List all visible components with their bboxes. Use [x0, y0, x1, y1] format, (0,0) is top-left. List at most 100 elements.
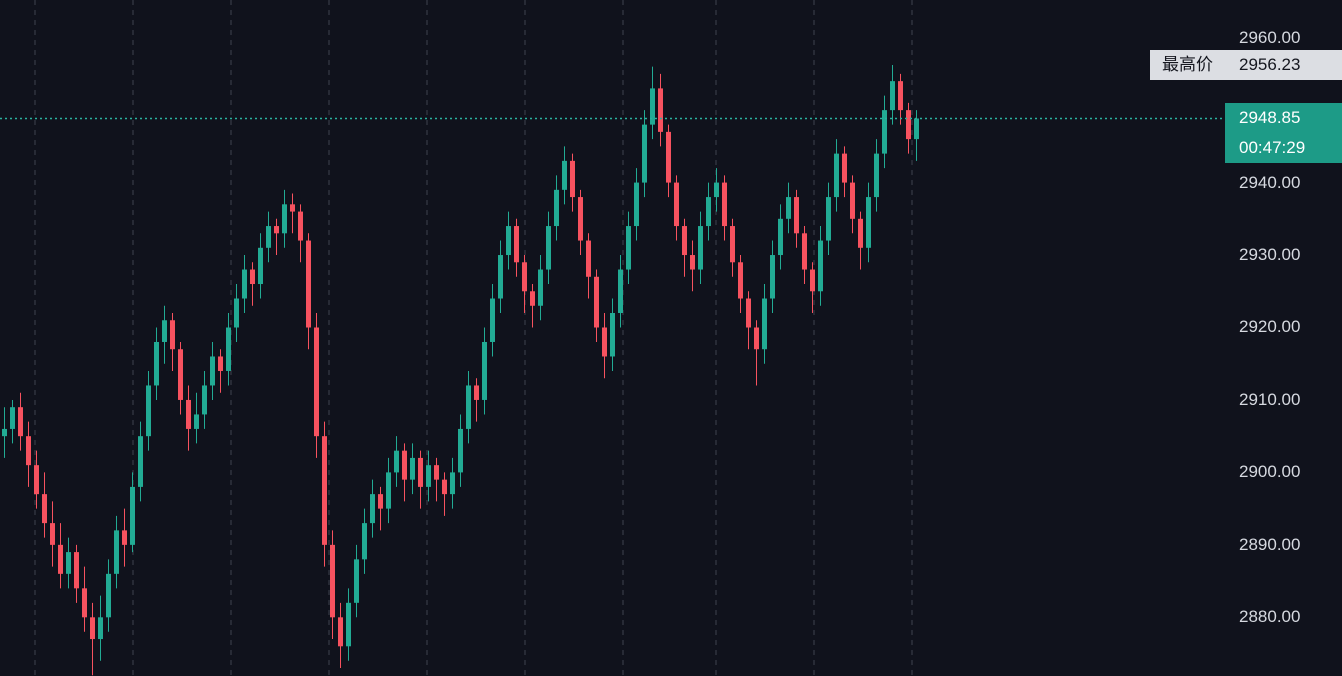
candle-body [674, 182, 679, 227]
candle-body [282, 204, 287, 234]
candle-body [426, 465, 431, 487]
candle-body [338, 617, 343, 647]
candle-body [530, 291, 535, 306]
candle-body [146, 385, 151, 437]
candle-body [122, 530, 127, 545]
candle-body [442, 479, 447, 495]
candle-body [162, 320, 167, 342]
candle-body [202, 385, 207, 415]
last-price-value: 2948.85 [1239, 108, 1301, 128]
price-axis[interactable]: 2956.23 2948.85 00:47:29 2960.00 2940.00 2… [1225, 0, 1342, 676]
candle-body [690, 255, 695, 270]
candle-body [210, 356, 215, 386]
candle-body [538, 269, 543, 306]
candle-body [34, 465, 39, 495]
candle-body [818, 240, 823, 292]
candle-body [2, 428, 7, 437]
candle-body [882, 110, 887, 154]
bar-countdown-timer: 00:47:29 [1239, 138, 1306, 158]
candle-body [650, 88, 655, 125]
candle-body [242, 269, 247, 299]
candle-body [450, 472, 455, 495]
candle-body [386, 472, 391, 509]
candle-body [154, 341, 159, 386]
price-tick-label: 2880.00 [1239, 607, 1301, 627]
candle-body [362, 523, 367, 560]
candle-body [770, 255, 775, 299]
candle-body [642, 124, 647, 183]
candle-body [50, 523, 55, 545]
candle-body [626, 226, 631, 270]
candle-body [290, 204, 295, 212]
candle-body [794, 197, 799, 234]
candle-body [778, 218, 783, 256]
candle-body [18, 407, 23, 437]
price-tick-label: 2960.00 [1239, 27, 1301, 47]
candle-body [698, 226, 703, 270]
candle-body [570, 160, 575, 198]
price-tick-label: 2890.00 [1239, 534, 1301, 554]
candle-body [618, 269, 623, 314]
session-high-flag-label: 最高价 [1150, 49, 1225, 80]
candle-body [834, 153, 839, 198]
candle-body [410, 457, 415, 480]
candle-body [594, 276, 599, 328]
chart-plot-area[interactable] [0, 0, 1225, 676]
candle-body [730, 226, 735, 263]
candle-body [578, 197, 583, 241]
candle-body [458, 428, 463, 473]
price-tick-label: 2900.00 [1239, 462, 1301, 482]
candle-body [26, 436, 31, 466]
candle-body [82, 588, 87, 618]
candle-body [394, 450, 399, 473]
candle-body [482, 341, 487, 400]
candle-body [234, 298, 239, 328]
candle-body [722, 182, 727, 227]
candle-body [498, 255, 503, 299]
candle-body [186, 399, 191, 429]
candle-body [58, 544, 63, 574]
candle-body [506, 226, 511, 256]
candle-body [858, 218, 863, 248]
last-price-tag: 2948.85 00:47:29 [1225, 103, 1342, 164]
candle-body [178, 349, 183, 400]
candle-body [682, 226, 687, 256]
candle-body [194, 414, 199, 429]
candle-body [466, 385, 471, 429]
candle-body [562, 160, 567, 190]
candle-body [554, 189, 559, 227]
candle-body [906, 110, 911, 140]
candle-body [130, 486, 135, 545]
candle-body [754, 327, 759, 350]
candle-body [522, 262, 527, 292]
candle-body [322, 436, 327, 545]
candle-body [354, 559, 359, 603]
candle-body [266, 226, 271, 248]
candle-body [346, 602, 351, 647]
candle-body [370, 494, 375, 524]
candle-body [218, 356, 223, 371]
price-tick-label: 2940.00 [1239, 172, 1301, 192]
candle-body [762, 298, 767, 350]
candle-body [298, 211, 303, 241]
candle-body [746, 298, 751, 328]
candle-body [898, 81, 903, 111]
session-high-flag-value: 2956.23 [1225, 49, 1342, 80]
candle-body [490, 298, 495, 342]
candle-body [306, 240, 311, 328]
price-tick-label: 2930.00 [1239, 245, 1301, 265]
candle-body [42, 494, 47, 524]
candle-body [874, 153, 879, 198]
candle-body [610, 313, 615, 357]
candle-body [170, 320, 175, 350]
candle-body [90, 617, 95, 640]
candle-body [738, 262, 743, 299]
candle-body [914, 118, 919, 140]
candle-body [802, 233, 807, 270]
candle-body [250, 269, 255, 285]
candle-body [514, 226, 519, 263]
candle-body [786, 197, 791, 219]
candle-body [842, 153, 847, 183]
candle-body [66, 552, 71, 574]
